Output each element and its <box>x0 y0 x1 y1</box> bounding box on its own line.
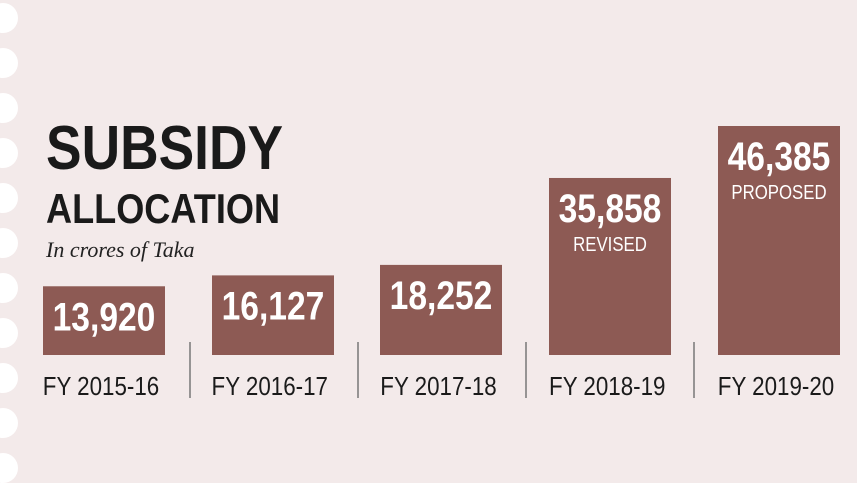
binder-hole <box>0 93 18 123</box>
category-label: FY 2016-17 <box>212 372 328 401</box>
binder-hole <box>0 183 18 213</box>
binder-hole <box>0 3 18 33</box>
chart-subtitle: ALLOCATION <box>46 185 281 232</box>
category-label: FY 2017-18 <box>380 372 496 401</box>
bar <box>380 264 502 355</box>
binder-hole <box>0 318 18 348</box>
chart-title: SUBSIDY <box>46 114 284 183</box>
binder-hole <box>0 48 18 78</box>
bar <box>212 275 334 355</box>
category-label: FY 2018-19 <box>549 372 665 401</box>
category-label: FY 2015-16 <box>43 372 159 401</box>
bar-annotation: REVISED <box>573 233 647 256</box>
bar-value-label: 46,385 <box>728 134 831 178</box>
binder-hole <box>0 228 18 258</box>
binder-hole <box>0 453 18 483</box>
bar <box>549 177 671 355</box>
bar-value-label: 16,127 <box>222 284 325 328</box>
bar-value-label: 35,858 <box>559 186 662 230</box>
binder-hole <box>0 138 18 168</box>
binder-hole <box>0 408 18 438</box>
binder-hole <box>0 363 18 393</box>
bar-annotation: PROPOSED <box>731 181 826 204</box>
bar <box>718 126 840 355</box>
bar-value-label: 18,252 <box>390 273 493 317</box>
bar-value-label: 13,920 <box>53 295 156 339</box>
unit-note: In crores of Taka <box>46 237 195 262</box>
bar <box>43 286 165 355</box>
category-label: FY 2019-20 <box>718 372 834 401</box>
binder-hole <box>0 273 18 303</box>
